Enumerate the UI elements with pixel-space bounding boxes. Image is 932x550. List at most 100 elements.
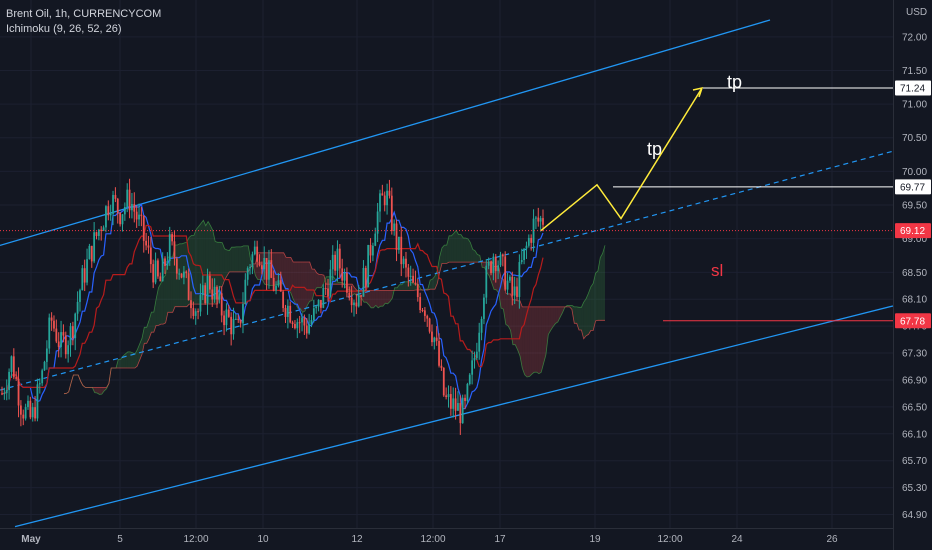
cloud-segment <box>553 306 556 327</box>
cloud-segment <box>517 300 520 357</box>
candle-body <box>97 229 100 236</box>
candle-body <box>164 258 166 267</box>
candle-body <box>64 335 67 355</box>
candle-body <box>513 286 516 296</box>
candle-body <box>501 254 504 257</box>
cloud-segment <box>548 306 551 335</box>
candle-body <box>386 190 388 206</box>
candle-body <box>185 271 188 274</box>
candle-body <box>279 280 282 292</box>
cloud-segment <box>512 299 516 345</box>
cloud-segment <box>288 257 291 293</box>
candle-body <box>41 370 44 384</box>
candle-body <box>95 232 98 236</box>
symbol-title[interactable]: Brent Oil, 1h, CURRENCYCOM <box>6 8 162 20</box>
candle-body <box>256 246 259 262</box>
candle-body <box>216 286 218 300</box>
cloud-segment <box>293 261 296 304</box>
candle-body <box>102 227 105 232</box>
candle-body <box>542 218 544 225</box>
annotations: tp tp sl <box>647 72 742 280</box>
candle-body <box>183 271 185 278</box>
candle-body <box>180 273 183 278</box>
cloud-segment <box>304 261 308 312</box>
candle-body <box>234 318 237 320</box>
candle-body <box>55 328 58 342</box>
y-tick-label: 69.00 <box>902 234 927 245</box>
candle-body <box>225 309 228 326</box>
candle-body <box>133 203 136 212</box>
y-tick-label: 70.50 <box>902 133 927 144</box>
candle-body <box>140 214 143 217</box>
candle-body <box>237 318 240 320</box>
x-tick-label: 24 <box>731 534 743 545</box>
y-tick-label: 72.00 <box>902 32 927 43</box>
cloud-segment <box>465 237 468 263</box>
candle-body <box>71 326 74 339</box>
x-tick-label: 12:00 <box>657 534 682 545</box>
candle-body <box>286 305 289 317</box>
candle-body <box>116 198 119 213</box>
cloud-segment <box>382 290 386 307</box>
cloud-segment <box>394 287 398 291</box>
cloud-segment <box>524 306 528 377</box>
projection-path <box>540 86 704 232</box>
candle-body <box>348 292 351 298</box>
candle-body <box>57 341 60 347</box>
candlesticks <box>1 178 544 435</box>
cloud-segment <box>118 359 121 369</box>
candle-body <box>277 280 280 286</box>
cloud-segment <box>371 290 374 308</box>
candle-body <box>218 293 221 300</box>
candle-body <box>105 206 107 228</box>
cloud-segment <box>527 306 530 377</box>
candle-body <box>15 377 18 379</box>
candle-body <box>402 258 405 265</box>
cloud-segment <box>97 387 100 395</box>
cloud-segment <box>141 327 145 355</box>
candle-body <box>442 367 445 396</box>
candle-body <box>511 276 514 296</box>
cloud-segment <box>151 312 154 333</box>
candle-body <box>86 259 88 283</box>
candle-body <box>260 265 263 270</box>
candle-body <box>364 267 367 288</box>
candle-body <box>407 267 410 277</box>
cloud-segment <box>373 290 376 308</box>
x-tick-label: 5 <box>117 534 123 545</box>
trend-channel <box>0 19 894 528</box>
price-tag-bg <box>895 80 931 96</box>
cloud-segment <box>538 306 542 374</box>
channel-lower-line <box>14 305 894 528</box>
tp2-annotation: tp <box>727 72 742 92</box>
candle-body <box>414 282 417 285</box>
cloud-segment <box>586 293 589 336</box>
candle-body <box>282 291 285 309</box>
cloud-segment <box>219 242 223 288</box>
candle-body <box>249 266 251 269</box>
cloud-segment <box>432 276 435 290</box>
cloud-segment <box>482 262 485 268</box>
candle-body <box>50 317 53 321</box>
candle-body <box>324 288 327 290</box>
cloud-segment <box>144 327 147 344</box>
candle-body <box>369 244 372 256</box>
cloud-segment <box>238 246 242 272</box>
candle-body <box>43 361 46 371</box>
candle-body <box>353 302 355 306</box>
candle-body <box>466 384 469 401</box>
candle-body <box>159 276 162 282</box>
tenkan-line <box>1 203 544 410</box>
candle-body <box>530 237 533 243</box>
price-tag-bg <box>895 313 931 329</box>
candle-body <box>168 234 171 262</box>
candle-body <box>331 254 334 270</box>
indicator-label[interactable]: Ichimoku (9, 26, 52, 26) <box>6 23 122 35</box>
cloud-segment <box>319 274 322 288</box>
cloud-segment <box>163 274 166 325</box>
candle-body <box>107 206 110 216</box>
candle-body <box>416 284 419 298</box>
cloud-segment <box>134 350 138 369</box>
candle-body <box>88 245 91 260</box>
